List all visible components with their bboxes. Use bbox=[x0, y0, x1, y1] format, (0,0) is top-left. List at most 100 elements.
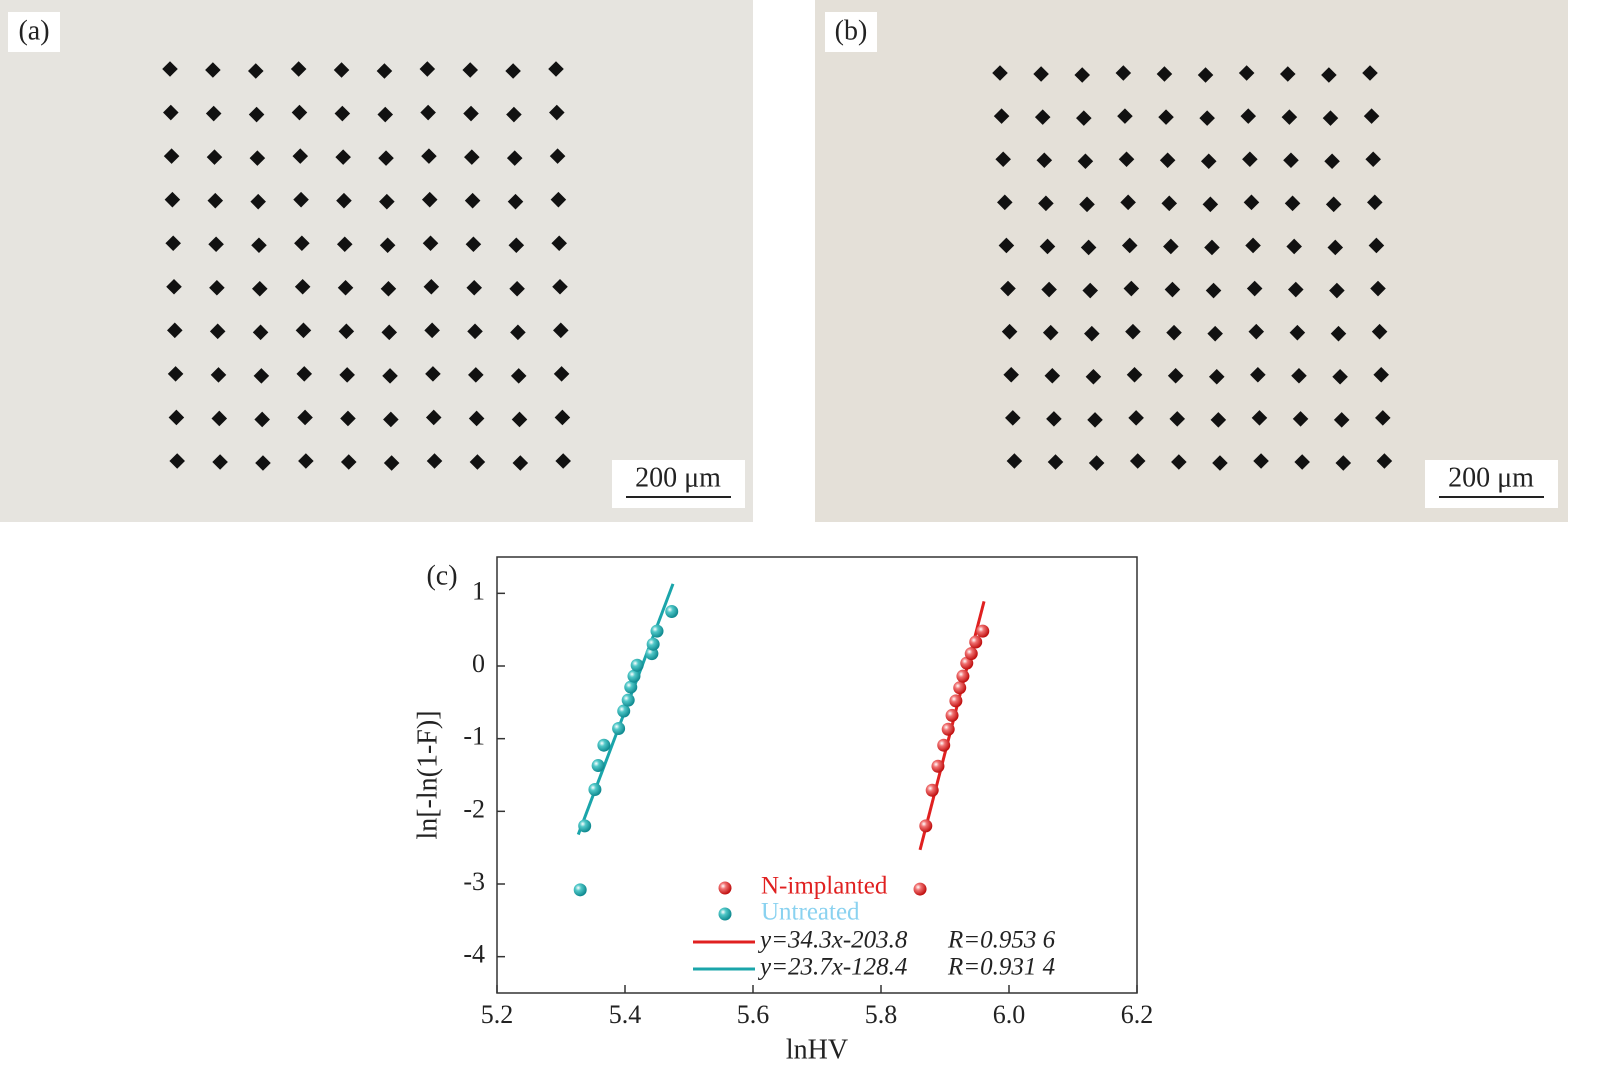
indent bbox=[1371, 323, 1388, 340]
indent bbox=[1205, 282, 1222, 299]
indent bbox=[1077, 153, 1094, 170]
indent bbox=[168, 409, 185, 426]
indent bbox=[507, 193, 524, 210]
data-point bbox=[941, 722, 955, 736]
data-point bbox=[931, 759, 945, 773]
indent bbox=[1291, 367, 1307, 384]
indent bbox=[211, 410, 228, 427]
indent bbox=[1212, 455, 1228, 471]
indent bbox=[1197, 67, 1214, 83]
x-tick-label: 5.8 bbox=[865, 1000, 898, 1029]
indent bbox=[1375, 410, 1391, 426]
indent bbox=[1126, 366, 1143, 383]
indent bbox=[1200, 153, 1217, 170]
indent bbox=[1287, 281, 1304, 298]
indent bbox=[1166, 324, 1182, 341]
indent bbox=[207, 192, 224, 209]
indent bbox=[1158, 109, 1174, 125]
indent bbox=[1087, 412, 1103, 428]
indent bbox=[1076, 110, 1092, 126]
indent bbox=[1041, 281, 1057, 298]
indent bbox=[421, 191, 438, 208]
indent bbox=[1250, 366, 1266, 383]
indent bbox=[1324, 153, 1340, 170]
legend-label: y=23.7x-128.4 bbox=[757, 954, 907, 981]
indent bbox=[379, 193, 395, 210]
indent bbox=[465, 236, 482, 253]
indent bbox=[1163, 238, 1179, 255]
indent bbox=[1128, 410, 1144, 426]
micrograph-background bbox=[815, 0, 1568, 522]
indent bbox=[1125, 323, 1141, 340]
indent bbox=[509, 280, 525, 297]
micrograph-a: (a) 200 μm bbox=[0, 0, 753, 522]
indent bbox=[167, 322, 183, 339]
indent bbox=[163, 148, 180, 164]
indent bbox=[506, 106, 522, 123]
indent bbox=[205, 62, 221, 78]
indent bbox=[508, 237, 525, 254]
indent bbox=[1079, 196, 1095, 213]
panel-label: (c) bbox=[426, 560, 457, 591]
y-tick-label: -4 bbox=[463, 940, 485, 969]
indent bbox=[294, 235, 310, 252]
data-point bbox=[945, 708, 959, 722]
indent bbox=[1284, 195, 1301, 212]
indent bbox=[1367, 194, 1383, 211]
indent bbox=[1208, 368, 1225, 385]
y-axis-label: ln[-ln(1-F)] bbox=[412, 710, 443, 839]
data-point bbox=[953, 681, 967, 695]
legend-label: y=34.3x-203.8 bbox=[757, 927, 908, 954]
data-point bbox=[617, 704, 631, 718]
label-box bbox=[8, 12, 60, 52]
data-point bbox=[588, 783, 602, 797]
indent bbox=[1159, 152, 1176, 169]
indent bbox=[208, 236, 224, 253]
indent bbox=[1238, 65, 1255, 81]
legend-marker bbox=[718, 881, 732, 895]
indent bbox=[1279, 66, 1296, 82]
legend-label: N-implanted bbox=[761, 873, 888, 900]
indent bbox=[995, 151, 1011, 168]
data-point bbox=[573, 883, 587, 897]
indent bbox=[421, 148, 437, 164]
legend-r: R=0.953 6 bbox=[947, 927, 1056, 954]
indent bbox=[1245, 237, 1261, 254]
indent bbox=[1117, 108, 1133, 124]
legend-r: R=0.931 4 bbox=[947, 954, 1055, 981]
indent bbox=[1246, 280, 1263, 297]
indent bbox=[251, 237, 267, 254]
data-point bbox=[578, 819, 592, 833]
data-point bbox=[919, 819, 933, 833]
indent bbox=[1292, 411, 1309, 427]
data-point bbox=[621, 693, 635, 707]
indent bbox=[1325, 196, 1342, 213]
indent bbox=[1335, 455, 1352, 471]
indent bbox=[1039, 238, 1056, 255]
indent bbox=[1169, 411, 1186, 427]
data-point bbox=[624, 680, 638, 694]
indent bbox=[1281, 109, 1298, 125]
indent bbox=[1156, 66, 1173, 82]
legend-label: Untreated bbox=[761, 899, 860, 926]
x-tick-label: 5.6 bbox=[737, 1000, 770, 1029]
indent bbox=[1321, 67, 1337, 83]
indent bbox=[1129, 453, 1146, 469]
indent bbox=[1121, 237, 1138, 254]
indent bbox=[1283, 152, 1299, 169]
scale-bar-label: 200 μm bbox=[635, 462, 721, 493]
indent bbox=[212, 454, 228, 470]
scale-bar-box bbox=[1425, 460, 1558, 508]
indent bbox=[1167, 367, 1184, 384]
scale-bar-label: 200 μm bbox=[1448, 462, 1534, 493]
data-point bbox=[976, 624, 990, 638]
indent bbox=[1080, 239, 1097, 256]
indent bbox=[551, 235, 567, 252]
indent bbox=[1074, 67, 1091, 83]
panel-label: (b) bbox=[835, 15, 868, 46]
data-point bbox=[937, 738, 951, 752]
indent bbox=[550, 191, 567, 208]
indent bbox=[336, 236, 353, 253]
data-point bbox=[969, 635, 983, 649]
indent bbox=[1370, 280, 1386, 297]
